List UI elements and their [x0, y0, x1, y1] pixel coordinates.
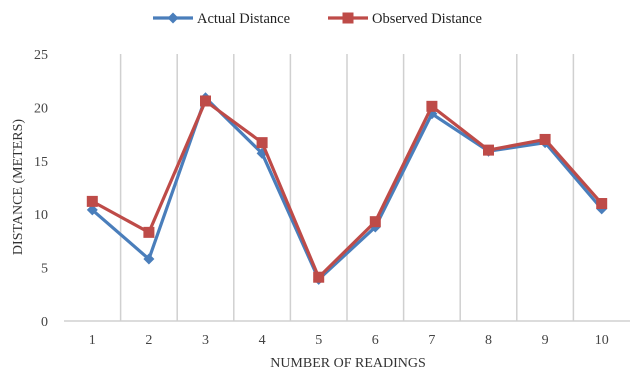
legend-label: Actual Distance [197, 11, 290, 27]
x-tick-label: 7 [428, 333, 435, 348]
data-point [370, 216, 381, 227]
data-point [426, 101, 437, 112]
legend: Actual Distance Observed Distance [153, 11, 482, 27]
legend-label: Observed Distance [372, 11, 482, 27]
gridlines [121, 54, 574, 321]
data-point [540, 134, 551, 145]
y-tick-label: 15 [34, 155, 48, 170]
data-point [257, 137, 268, 148]
data-point [596, 198, 607, 209]
x-tick-label: 9 [542, 333, 549, 348]
legend-marker [168, 13, 179, 24]
legend-marker [343, 13, 354, 24]
data-point [483, 145, 494, 156]
data-point [143, 227, 154, 238]
y-tick-label: 20 [34, 101, 48, 116]
x-tick-label: 6 [372, 333, 379, 348]
x-tick-label: 5 [315, 333, 322, 348]
x-tick-labels: 1 2 3 4 5 6 7 8 9 10 [89, 333, 609, 348]
x-tick-label: 2 [145, 333, 152, 348]
x-tick-label: 1 [89, 333, 96, 348]
data-point [87, 196, 98, 207]
x-axis-title: NUMBER OF READINGS [270, 356, 426, 371]
y-tick-label: 0 [41, 315, 48, 330]
data-point [313, 272, 324, 283]
legend-item: Actual Distance [153, 11, 290, 27]
legend-item: Observed Distance [328, 11, 482, 27]
x-tick-label: 3 [202, 333, 209, 348]
x-tick-label: 10 [595, 333, 609, 348]
y-tick-label: 5 [41, 262, 48, 277]
x-tick-label: 8 [485, 333, 492, 348]
x-tick-label: 4 [259, 333, 266, 348]
y-axis-title: DISTANCE (METERS) [11, 119, 26, 255]
data-point [200, 95, 211, 106]
y-tick-label: 10 [34, 208, 48, 223]
y-tick-label: 25 [34, 48, 48, 63]
y-tick-labels: 0 5 10 15 20 25 [34, 48, 48, 330]
